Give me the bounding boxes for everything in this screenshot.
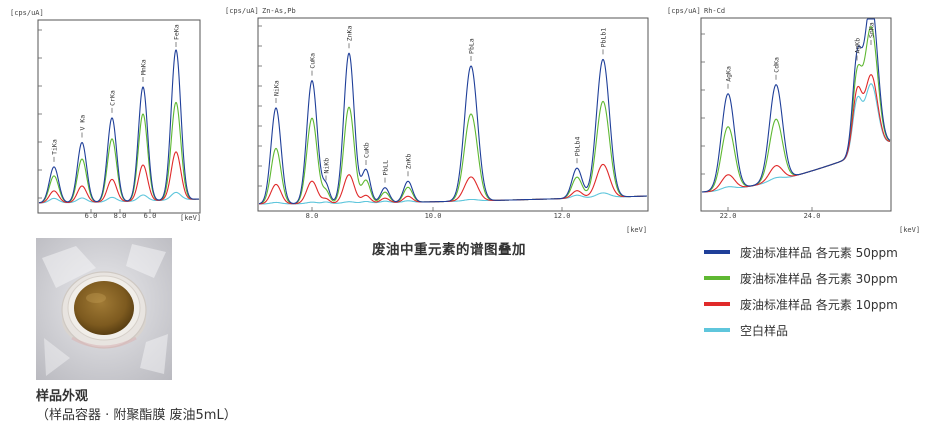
- x-unit-label: [keV]: [899, 226, 920, 234]
- plot-frame: [257, 17, 649, 212]
- series-line: [258, 100, 648, 205]
- peak-label: MnKa: [139, 59, 147, 75]
- legend-swatch: [704, 302, 730, 306]
- y-axis: [258, 25, 262, 187]
- photo-title: 样品外观: [36, 389, 89, 404]
- y-axis: [38, 29, 42, 199]
- peak-label: AgKb: [853, 38, 861, 54]
- peak-label: AgKa: [724, 66, 732, 82]
- legend-item: 空白样品: [704, 317, 898, 343]
- x-tick-label: 8.0: [306, 212, 319, 220]
- x-tick-label: 24.0: [804, 212, 821, 220]
- legend-swatch: [704, 276, 730, 280]
- series-line: [701, 74, 891, 193]
- legend-swatch: [704, 328, 730, 332]
- plot-frame: [37, 19, 201, 214]
- x-axis: 8.0 10.0 12.0: [306, 207, 571, 220]
- legend-label: 废油标准样品 各元素 30ppm: [740, 271, 898, 286]
- x-tick-label: 8.0: [114, 212, 127, 220]
- y-unit-label: [cps/uA]: [10, 9, 44, 17]
- peak-label: V Ka: [78, 115, 86, 131]
- series-layer: [38, 49, 200, 204]
- legend-label: 废油标准样品 各元素 10ppm: [740, 297, 898, 312]
- peak-label: NiKb: [322, 158, 330, 174]
- peak-label: ZnKa: [345, 25, 353, 41]
- x-unit-label: [keV]: [626, 226, 647, 234]
- series-line: [701, 26, 891, 193]
- photo-subtitle: （样品容器 · 附聚酯膜 废油5mL）: [36, 408, 237, 423]
- peak-label: PbLa: [467, 38, 475, 54]
- chart-rh-cd: [cps/uA] Rh-Cd AgKa CdKa AgKb SnKa 22.0 24.…: [667, 7, 920, 234]
- peak-labels: AgKa CdKa AgKb SnKa: [724, 22, 875, 89]
- x-tick-label: 10.0: [425, 212, 442, 220]
- legend-item: 废油标准样品 各元素 30ppm: [704, 265, 898, 291]
- series-line: [258, 163, 648, 205]
- peak-label: PbLb1: [599, 28, 607, 48]
- sample-photo: [36, 238, 172, 380]
- x-axis: 6.0 8.0 6.0: [85, 209, 157, 220]
- peak-label: CuKa: [308, 53, 316, 69]
- legend: 废油标准样品 各元素 50ppm 废油标准样品 各元素 30ppm 废油标准样品…: [704, 239, 898, 343]
- y-unit-label: [cps/uA]: [667, 7, 701, 15]
- peak-label: ZnKb: [404, 154, 412, 170]
- x-tick-label: 6.0: [85, 212, 98, 220]
- series-line: [38, 151, 200, 204]
- peak-label: TiKa: [50, 139, 58, 155]
- chart-title: Zn-As,Pb: [262, 7, 296, 15]
- x-tick-label: 6.0: [144, 212, 157, 220]
- x-axis: 22.0 24.0: [720, 207, 821, 220]
- legend-label: 废油标准样品 各元素 50ppm: [740, 245, 898, 260]
- series-line: [701, 18, 891, 193]
- peak-label: CdKa: [772, 57, 780, 73]
- peak-labels: NiKa CuKa NiKb ZnKa CuKb PbLL ZnKb PbLa PbLb4 PbL…: [272, 25, 607, 183]
- x-tick-label: 22.0: [720, 212, 737, 220]
- series-layer: [701, 18, 891, 193]
- legend-item: 废油标准样品 各元素 10ppm: [704, 291, 898, 317]
- x-tick-label: 12.0: [554, 212, 571, 220]
- chart-caption: 废油中重元素的谱图叠加: [372, 242, 526, 258]
- legend-item: 废油标准样品 各元素 50ppm: [704, 239, 898, 265]
- peak-labels: TiKa V Ka CrKa MnKa FeKa: [50, 24, 180, 162]
- peak-label: SnKa: [867, 22, 875, 38]
- peak-label: FeKa: [172, 24, 180, 40]
- plot-frame: [700, 17, 892, 212]
- series-layer: [258, 52, 648, 205]
- series-line: [38, 49, 200, 204]
- chart-transition-metals: [cps/uA] TiKa V Ka CrKa MnKa FeKa 6.0 8.0 6.…: [10, 9, 201, 222]
- y-unit-label: [cps/uA]: [225, 7, 259, 15]
- chart-title: Rh-Cd: [704, 7, 725, 15]
- peak-label: PbLb4: [573, 137, 581, 157]
- peak-label: NiKa: [272, 80, 280, 96]
- peak-label: CuKb: [362, 142, 370, 158]
- x-unit-label: [keV]: [180, 214, 201, 222]
- chart-zn-as-pb: [cps/uA] Zn-As,Pb NiKa CuKa NiKb ZnKa CuKb Pb…: [225, 7, 649, 234]
- legend-swatch: [704, 250, 730, 254]
- peak-label: PbLL: [381, 160, 389, 176]
- legend-label: 空白样品: [740, 323, 789, 338]
- peak-label: CrKa: [108, 90, 116, 106]
- series-line: [258, 52, 648, 205]
- y-axis: [701, 33, 705, 175]
